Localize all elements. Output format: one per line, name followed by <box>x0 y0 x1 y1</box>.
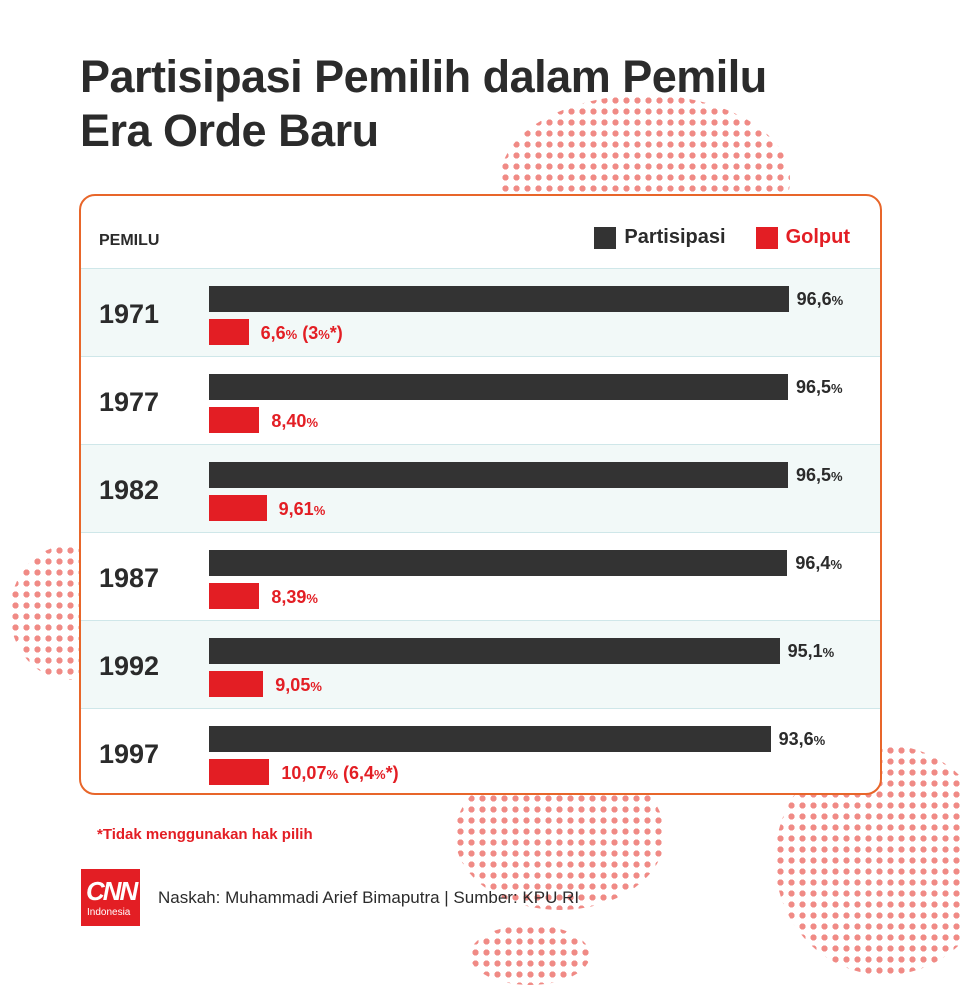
bar-golput-1971 <box>209 319 249 345</box>
bar-golput-1982 <box>209 495 267 521</box>
bar-partisipasi-1992 <box>209 638 780 664</box>
bar-partisipasi-1982 <box>209 462 788 488</box>
row-1977: 1977 96,5% 8,40% <box>81 356 880 444</box>
year-label: 1982 <box>99 475 160 505</box>
label-partisipasi-1977: 96,5% <box>796 377 843 397</box>
legend-swatch-partisipasi <box>594 226 617 249</box>
year-label: 1987 <box>99 563 160 593</box>
bar-golput-1987 <box>209 583 260 609</box>
label-partisipasi-1987: 96,4% <box>795 553 842 573</box>
halftone-decoration-bottom <box>470 925 590 985</box>
bar-partisipasi-1987 <box>209 550 788 576</box>
row-1992: 1992 95,1% 9,05% <box>81 620 880 708</box>
golput-note-1997: 6,4 <box>349 763 375 783</box>
label-golput-1987: 8,39% <box>271 587 318 607</box>
bar-rows: 1971 96,6% 6,6% (3%*) 1977 96,5% 8,40% 1982 96,… <box>81 268 880 793</box>
row-1987: 1987 96,4% 8,39% <box>81 532 880 620</box>
year-label: 1977 <box>99 387 160 417</box>
label-partisipasi-1971: 96,6% <box>796 289 844 309</box>
year-label: 1992 <box>99 651 160 681</box>
year-label: 1971 <box>99 299 160 329</box>
logo-text: CNN <box>86 876 138 906</box>
row-1997: 1997 93,6% 10,07% (6,4%*) <box>81 708 880 793</box>
chart-title-line-1: Partisipasi Pemilih dalam Pemilu <box>80 51 767 102</box>
footnote: *Tidak menggunakan hak pilih <box>97 826 313 843</box>
cnn-indonesia-logo: CNN Indonesia <box>81 869 140 926</box>
chart-title-line-2: Era Orde Baru <box>80 105 379 156</box>
label-golput-1982: 9,61% <box>278 499 326 519</box>
legend-swatch-golput <box>755 226 778 249</box>
legend-item-golput: Golput <box>755 226 850 249</box>
year-label: 1997 <box>99 739 160 769</box>
logo-subtext: Indonesia <box>87 907 131 918</box>
chart-title: Partisipasi Pemilih dalam Pemilu Era Ord… <box>80 50 767 158</box>
label-golput-1992: 9,05% <box>275 675 322 695</box>
row-1971: 1971 96,6% 6,6% (3%*) <box>81 268 880 356</box>
credit-line: Naskah: Muhammadi Arief Bimaputra | Sumb… <box>158 888 580 907</box>
bar-golput-1997 <box>209 759 270 785</box>
bar-golput-1992 <box>209 671 264 697</box>
legend-label-partisipasi: Partisipasi <box>624 226 726 248</box>
golput-note-1971: 3 <box>308 323 319 343</box>
bar-partisipasi-1971 <box>209 286 789 312</box>
legend-item-partisipasi: Partisipasi <box>594 226 726 249</box>
label-golput-1997: 10,07% (6,4%*) <box>281 763 399 783</box>
row-header-label: PEMILU <box>99 232 160 249</box>
label-golput-1971: 6,6% (3%*) <box>260 323 343 343</box>
label-partisipasi-1982: 96,5% <box>796 465 843 485</box>
legend: Partisipasi Golput <box>564 226 850 249</box>
bar-partisipasi-1997 <box>209 726 771 752</box>
chart-card: PEMILU Partisipasi Golput 1971 96,6% 6,6% … <box>79 194 882 795</box>
label-partisipasi-1992: 95,1% <box>787 641 835 661</box>
row-1982: 1982 96,5% 9,61% <box>81 444 880 532</box>
label-golput-1977: 8,40% <box>271 411 318 431</box>
bar-partisipasi-1977 <box>209 374 788 400</box>
label-partisipasi-1997: 93,6% <box>778 729 826 749</box>
legend-label-golput: Golput <box>785 226 850 248</box>
bar-golput-1977 <box>209 407 260 433</box>
